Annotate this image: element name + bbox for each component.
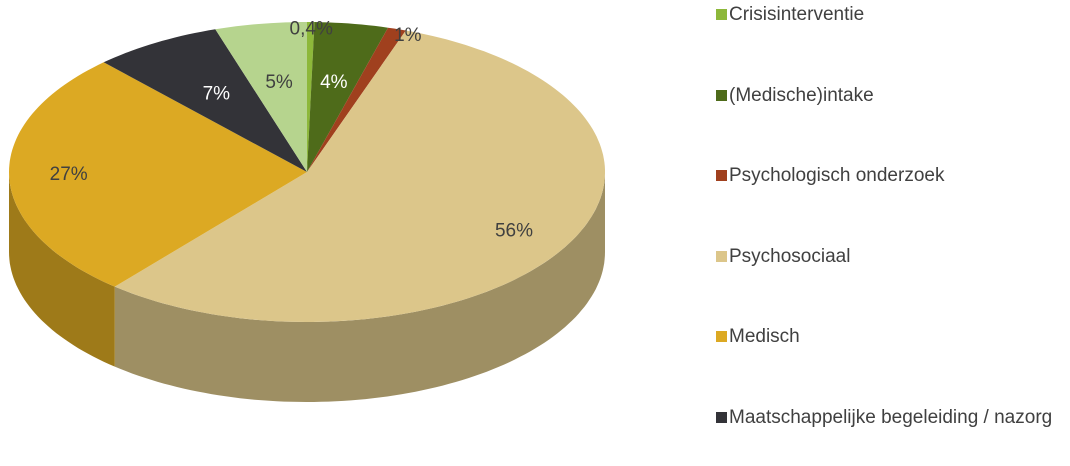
legend-entry: Maatschappelijke begeleiding / nazorg [716,404,1059,432]
data-label: 7% [203,83,231,104]
slice [9,62,307,287]
legend-swatch [716,170,727,181]
legend-entry: Medisch [716,323,1059,351]
slice [114,30,606,322]
slice-side [9,172,115,367]
data-label: 1% [394,25,422,46]
legend-entry: Psychologisch onderzoek [716,162,1059,190]
slice [103,29,307,172]
data-label: 0,4% [290,19,333,40]
legend-swatch [716,250,727,262]
legend-label: Crisisinterventie [729,4,865,25]
slice-side [114,172,606,402]
legend-label: Psychosociaal [729,245,851,267]
legend-entry: Psychosociaal [716,243,1059,271]
legend-swatch [716,331,727,342]
slice [215,22,307,172]
legend-label: Psychologisch onderzoek [729,165,945,186]
slice [307,27,406,173]
legend-label: (Medische)intake [729,84,874,106]
legend-label: Maatschappelijke begeleiding / nazorg [729,406,1053,428]
slice [307,22,388,172]
data-label: 4% [320,72,348,93]
legend-swatch [716,89,727,101]
legend-label: Medisch [729,326,800,347]
data-label: 27% [50,164,88,185]
data-label: 5% [265,72,293,93]
legend-swatch [716,9,727,20]
legend-entry: (Medische)intake [716,82,1059,110]
data-label: 56% [495,221,533,242]
legend-swatch [716,411,727,423]
pie-area: 0,4% 4% 1% 56% 27% 7% 5% [9,19,606,402]
legend-entry: Crisisinterventie [716,1,1059,29]
